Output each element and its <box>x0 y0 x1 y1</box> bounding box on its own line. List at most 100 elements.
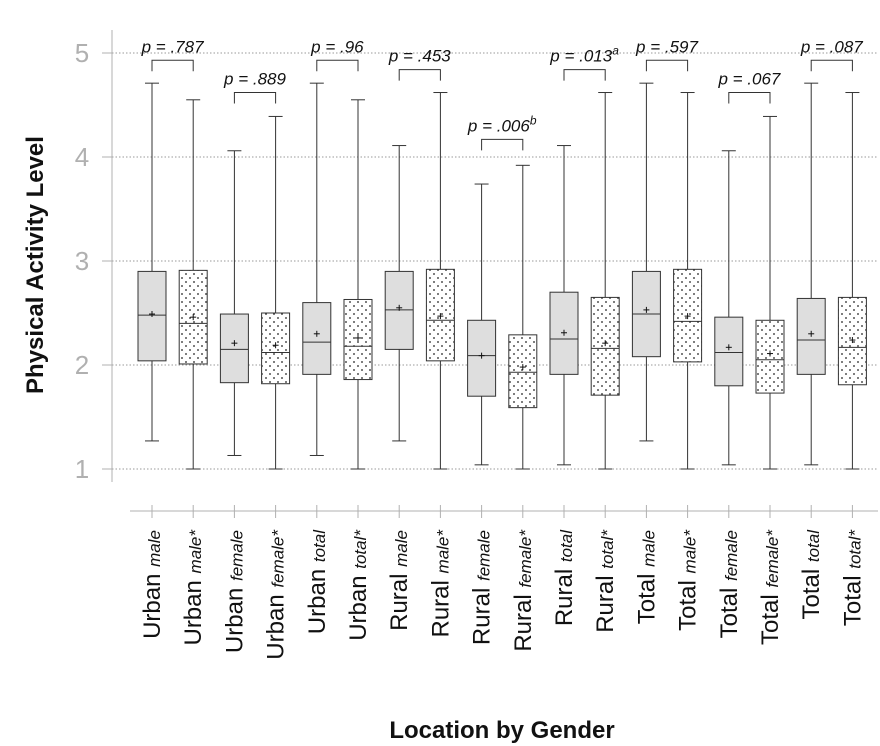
box-iqr <box>714 316 744 387</box>
category-sub: male <box>639 530 658 567</box>
x-tick-label-14: Total female <box>716 530 743 638</box>
x-tick-label-17: Total total* <box>839 529 866 627</box>
x-tick-label-15: Total female* <box>757 529 784 645</box>
y-tick-label-3: 3 <box>75 246 89 276</box>
category-main: Urban <box>345 569 372 641</box>
x-tick-label-9: Rural female* <box>510 529 537 652</box>
y-tick-label-2: 2 <box>75 350 89 380</box>
category-main: Rural <box>386 567 413 631</box>
x-tick-label-2: Urban female <box>221 530 248 653</box>
x-axis-title: Location by Gender <box>389 717 614 744</box>
bracket-7: p = .067 <box>717 70 781 104</box>
x-tick-label-0: Urban male <box>139 530 166 639</box>
bracket-6: p = .597 <box>635 37 699 72</box>
box-13 <box>673 92 703 470</box>
p-value-superscript: a <box>612 44 619 58</box>
category-main: Rural <box>469 581 496 645</box>
y-tick-label-1: 1 <box>75 454 89 484</box>
bracket-line <box>151 59 194 72</box>
x-tick-label-13: Total male* <box>675 529 702 631</box>
category-main: Total <box>716 581 743 638</box>
p-value-label: p = .453 <box>388 47 451 66</box>
box-iqr <box>508 334 538 409</box>
y-tick-label-5: 5 <box>75 38 89 68</box>
category-main: Total <box>675 573 702 630</box>
x-tick-label-3: Urban female* <box>263 529 290 660</box>
bracket-1: p = .889 <box>223 70 287 104</box>
box-iqr <box>755 319 785 394</box>
category-main: Total <box>839 569 866 626</box>
y-axis-title: Physical Activity Level <box>22 136 49 394</box>
box-11 <box>590 92 620 470</box>
box-iqr <box>219 313 249 384</box>
category-main: Rural <box>551 562 578 626</box>
box-8 <box>467 183 497 466</box>
category-sub: total* <box>845 529 864 569</box>
bracket-line <box>728 92 771 104</box>
x-tick-label-8: Rural female <box>469 530 496 645</box>
category-main: Urban <box>180 573 207 645</box>
box-3 <box>261 115 291 470</box>
x-tick-label-10: Rural total <box>551 529 578 626</box>
p-value-label: p = .013a <box>549 44 619 66</box>
category-main: Rural <box>592 569 619 633</box>
category-main: Urban <box>304 562 331 634</box>
x-tick-label-7: Rural male* <box>427 529 454 638</box>
category-sub: male* <box>433 529 452 574</box>
bracket-0: p = .787 <box>141 37 204 72</box>
bracket-line <box>316 59 359 72</box>
bracket-2: p = .96 <box>310 37 364 72</box>
bracket-line <box>481 138 524 151</box>
box-14 <box>714 150 744 466</box>
category-sub: male <box>392 530 411 567</box>
box-2 <box>219 150 249 456</box>
category-main: Total <box>633 567 660 624</box>
x-tick-label-6: Rural male <box>386 530 413 631</box>
box-15 <box>755 115 785 470</box>
p-value-label: p = .087 <box>800 37 863 56</box>
p-value-label: p = .067 <box>717 70 780 89</box>
category-sub: total* <box>351 529 370 569</box>
category-sub: total <box>310 529 329 562</box>
bracket-line <box>645 59 689 72</box>
category-main: Total <box>798 562 825 619</box>
category-sub: female <box>227 530 246 581</box>
category-sub: female <box>722 530 741 581</box>
y-axis: 1 2 3 4 5 <box>75 30 113 484</box>
category-main: Urban <box>221 581 248 653</box>
bracket-4: p = .006b <box>467 113 537 151</box>
category-sub: total <box>557 529 576 562</box>
x-tick-label-11: Rural total* <box>592 529 619 633</box>
bracket-line <box>810 59 853 72</box>
x-tick-label-5: Urban total* <box>345 529 372 641</box>
box-12 <box>631 82 661 442</box>
category-sub: male* <box>186 529 205 574</box>
bracket-3: p = .453 <box>388 47 451 81</box>
box-16 <box>796 82 826 466</box>
x-tick-label-1: Urban male* <box>180 529 207 646</box>
bracket-line <box>563 69 606 81</box>
category-main: Total <box>757 588 784 645</box>
box-5 <box>343 99 373 470</box>
bracket-8: p = .087 <box>800 37 863 72</box>
category-sub: female* <box>516 529 535 588</box>
category-sub: male* <box>681 529 700 574</box>
bracket-line <box>398 69 441 81</box>
category-sub: total <box>804 529 823 562</box>
category-sub: female* <box>269 529 288 588</box>
bracket-5: p = .013a <box>549 44 619 81</box>
box-iqr <box>261 312 291 385</box>
x-tick-label-12: Total male <box>633 530 660 624</box>
box-iqr <box>302 302 332 375</box>
significance-brackets: p = .787 p = .889 p = .96 p = .453 p = .006b… <box>141 37 863 151</box>
p-value-label: p = .006b <box>467 113 537 135</box>
boxes <box>137 82 867 470</box>
box-6 <box>384 145 414 442</box>
category-sub: total* <box>598 529 617 569</box>
x-tick-label-16: Total total <box>798 529 825 620</box>
box-iqr <box>467 319 497 397</box>
category-main: Rural <box>510 588 537 652</box>
p-value-label: p = .787 <box>141 37 204 56</box>
